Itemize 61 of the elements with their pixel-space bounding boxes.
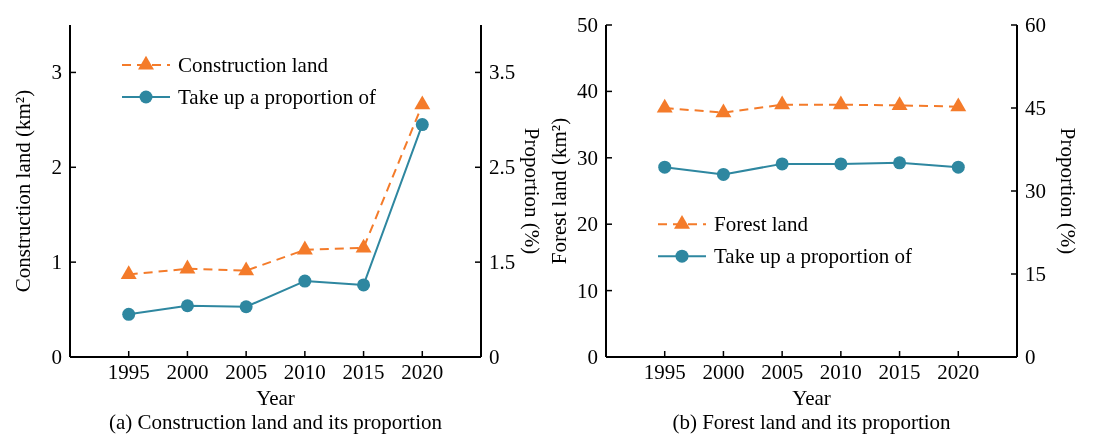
y-axis-title: Forest land (km²) [547,117,571,265]
y2-axis-title: Proportion (%) [520,127,544,255]
y2-tick-label: 45 [1025,96,1046,120]
point [656,98,673,113]
y-tick-label: 50 [577,13,598,37]
y-tick-label: 20 [577,212,598,237]
y2-tick-label: 0 [1025,345,1036,369]
legend-label: Construction land [178,53,329,77]
point [774,95,791,110]
point [415,118,429,132]
legend-label: Take up a proportion of [178,85,376,109]
y2-axis-title: Proportion (%) [1056,127,1080,255]
y-axis-title: Construction land (km²) [11,89,35,293]
x-tick-label: 2000 [702,360,745,384]
y2-tick-label: 3.5 [489,60,516,85]
x-tick-label: 2010 [819,360,862,384]
x-tick-label: 1995 [107,360,150,384]
text: (b) Forest land and its proportion [672,410,952,434]
point [950,97,967,112]
point [355,238,372,253]
x-axis-title: Year [792,386,831,410]
point [180,299,194,313]
point [239,300,253,314]
point [296,240,313,255]
point [832,95,849,110]
point [891,96,908,110]
y2-tick-label: 30 [1025,179,1046,203]
x-tick-label: 2015 [878,360,921,384]
x-tick-label: 2010 [283,360,326,384]
y-tick-label: 30 [577,145,598,170]
point [122,307,136,321]
x-tick-label: 2000 [166,360,209,384]
point [120,265,137,280]
y2-tick-label: 0 [489,345,500,369]
point [414,95,431,110]
x-tick-label: 1995 [643,360,686,384]
y-tick-label: 10 [577,278,598,303]
y-tick-label: 1 [51,250,62,275]
y-tick-label: 0 [587,345,598,369]
x-axis-title: Year [256,386,295,410]
point [179,259,196,274]
point [238,261,255,276]
y-tick-label: 40 [577,79,598,104]
x-tick-label: 2015 [342,360,385,384]
x-tick-label: 2005 [225,360,268,384]
legend-label: Take up a proportion of [714,244,912,269]
y-tick-label: 0 [51,345,62,369]
x-tick-label: 2020 [937,360,980,384]
x-tick-label: 2005 [761,360,804,384]
y2-tick-label: 2.5 [489,155,516,180]
legend-label: Forest land [714,212,809,237]
y2-tick-label: 60 [1025,13,1046,37]
y-tick-label: 2 [51,155,62,180]
y2-tick-label: 15 [1025,262,1046,286]
text: (a) Construction land and its proportion [108,410,443,434]
point [357,278,371,292]
point [298,274,312,288]
y-tick-label: 3 [51,60,62,85]
point [715,103,732,118]
x-tick-label: 2020 [401,360,444,384]
y2-tick-label: 1.5 [489,250,516,275]
